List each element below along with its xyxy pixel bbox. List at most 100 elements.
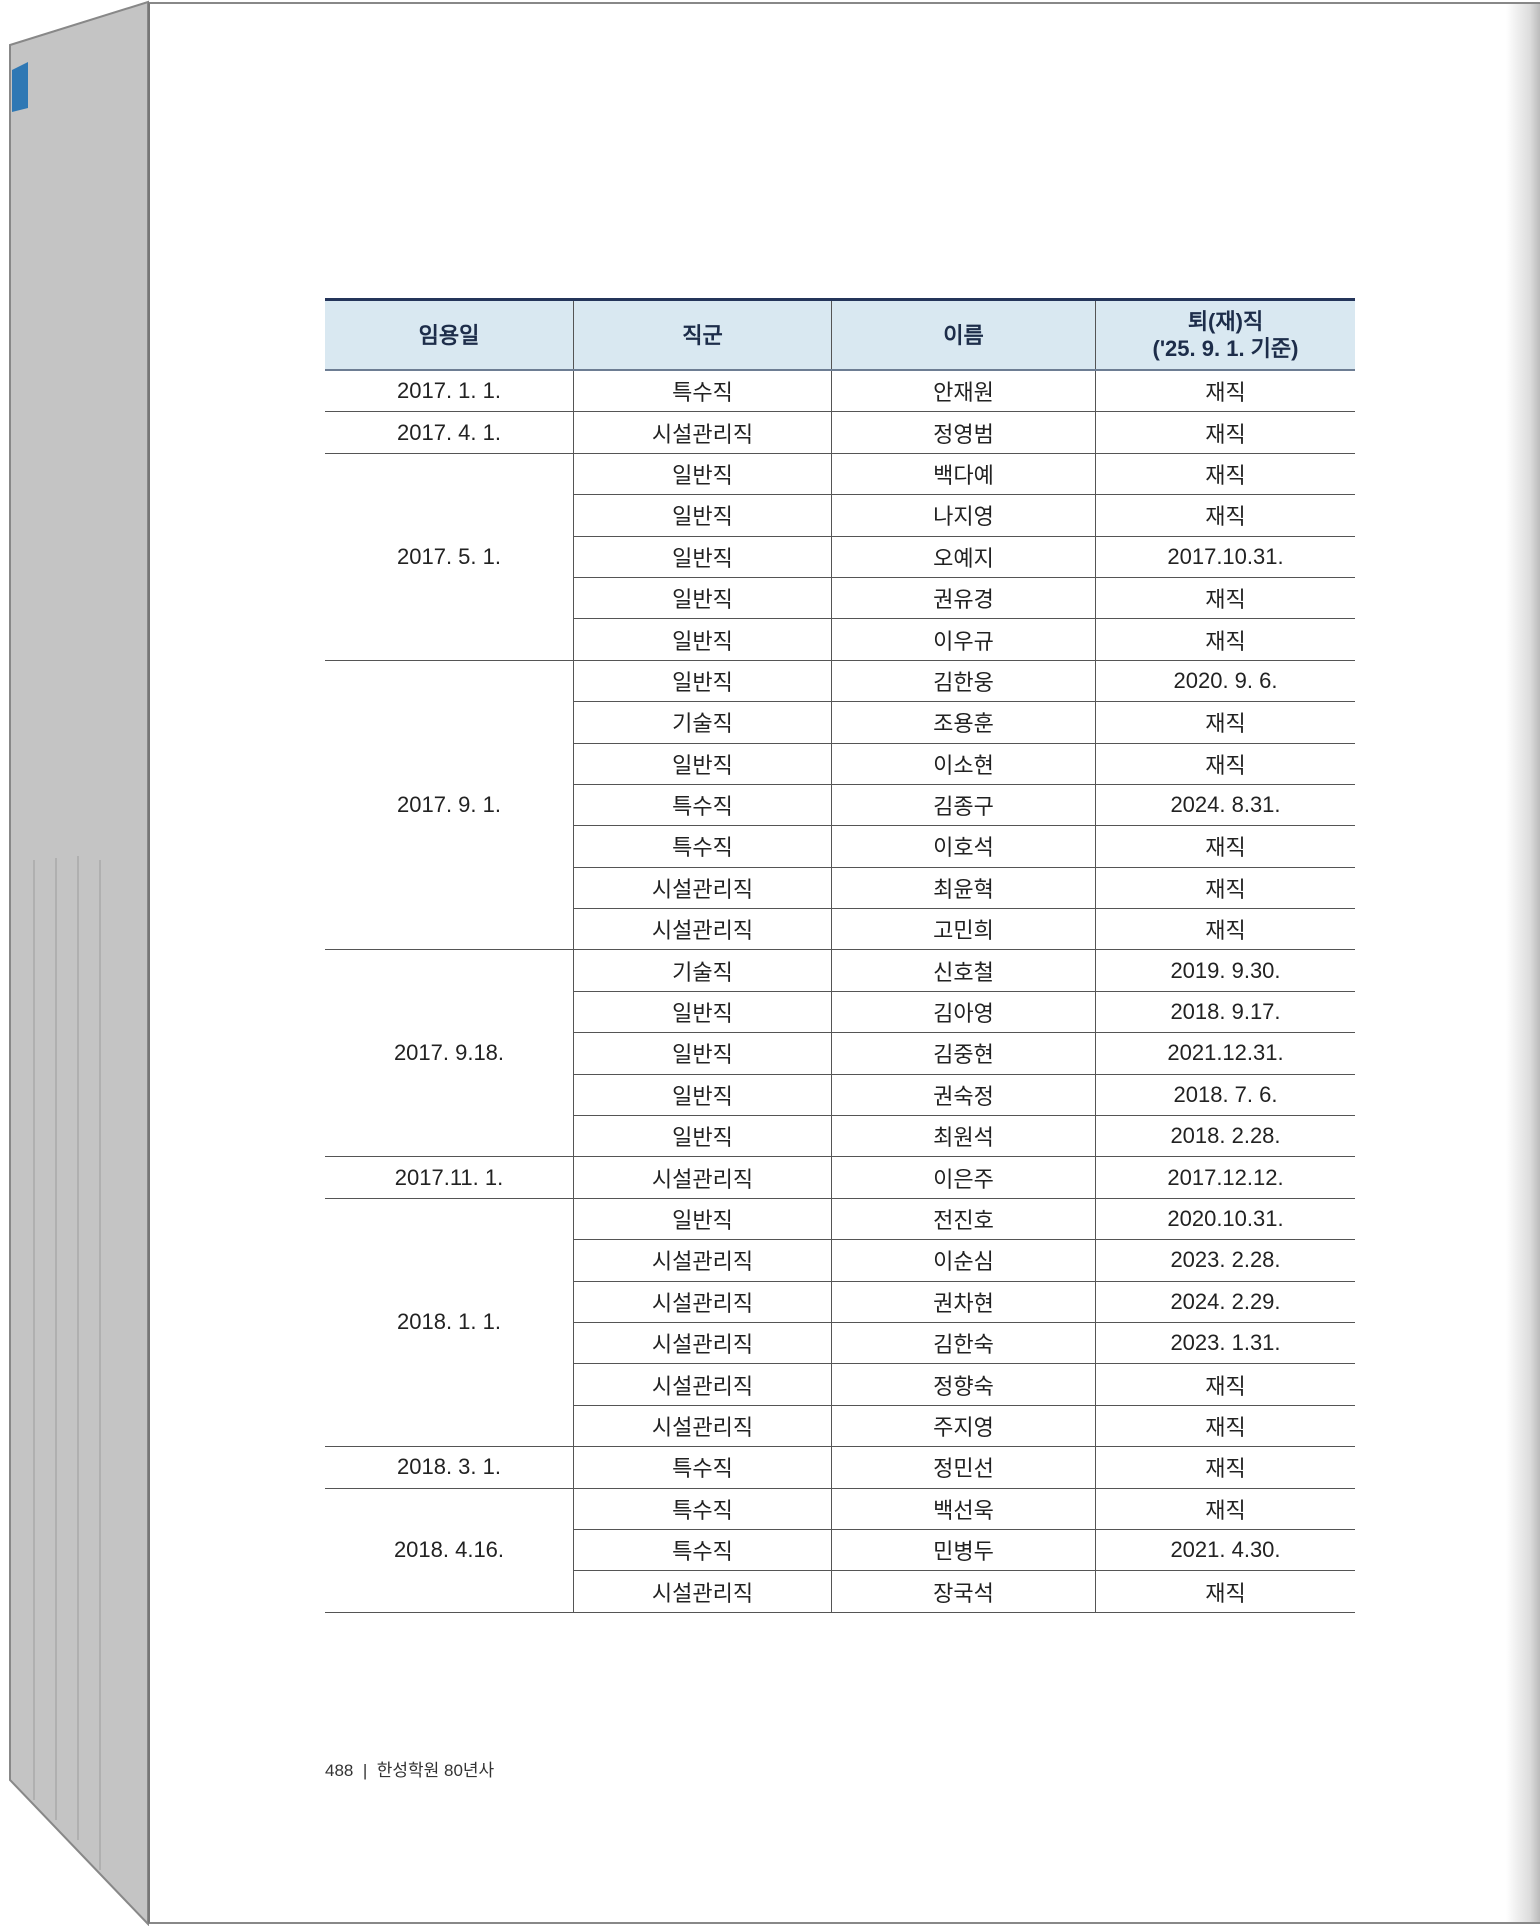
name-cell: 권차현	[831, 1281, 1096, 1323]
name-cell: 민병두	[831, 1529, 1096, 1572]
job-group-cell: 특수직	[573, 370, 832, 413]
status-cell: 재직	[1095, 825, 1355, 868]
status-cell: 재직	[1095, 577, 1355, 620]
name-cell: 이순심	[831, 1239, 1096, 1282]
job-group-cell: 일반직	[573, 743, 832, 785]
job-group-cell: 시설관리직	[573, 867, 832, 910]
table-row: 시설관리직 김한숙 2023. 1.31.	[325, 1322, 1355, 1365]
job-group-cell: 일반직	[573, 618, 832, 661]
table-header-row: 임용일 직군 이름 퇴(재)직 ('25. 9. 1. 기준)	[325, 298, 1355, 371]
table-row: 시설관리직 이순심 2023. 2.28.	[325, 1239, 1355, 1282]
status-cell: 재직	[1095, 494, 1355, 537]
job-group-cell: 특수직	[573, 784, 832, 827]
job-group-cell: 일반직	[573, 494, 832, 537]
appointment-date-cell: 2017. 5. 1.	[325, 453, 574, 661]
table-row: 특수직 김종구 2024. 8.31.	[325, 784, 1355, 827]
header-status-line2: ('25. 9. 1. 기준)	[1152, 336, 1299, 361]
table-row: 시설관리직 정향숙 재직	[325, 1363, 1355, 1406]
table-row: 일반직 권유경 재직	[325, 577, 1355, 620]
name-cell: 정영범	[831, 411, 1096, 454]
book-title: 한성학원 80년사	[376, 1761, 495, 1780]
job-group-cell: 기술직	[573, 949, 832, 992]
status-cell: 재직	[1095, 453, 1355, 496]
status-cell: 2024. 2.29.	[1095, 1281, 1355, 1323]
table-row: 시설관리직 권차현 2024. 2.29.	[325, 1281, 1355, 1323]
table-row: 특수직 민병두 2021. 4.30.	[325, 1529, 1355, 1572]
table-row: 특수직 이호석 재직	[325, 825, 1355, 868]
status-cell: 재직	[1095, 411, 1355, 454]
table-row: 일반직 김중현 2021.12.31.	[325, 1032, 1355, 1075]
job-group-cell: 일반직	[573, 536, 832, 578]
table-row: 2017. 4. 1. 시설관리직 정영범 재직	[325, 411, 1355, 454]
status-cell: 재직	[1095, 1446, 1355, 1489]
status-cell: 2023. 1.31.	[1095, 1322, 1355, 1365]
table-row: 2017.11. 1. 시설관리직 이은주 2017.12.12.	[325, 1156, 1355, 1199]
job-group-cell: 일반직	[573, 453, 832, 496]
table-row: 일반직 권숙정 2018. 7. 6.	[325, 1074, 1355, 1117]
table-row: 일반직 나지영 재직	[325, 494, 1355, 537]
appointment-date-cell: 2017.11. 1.	[325, 1156, 574, 1199]
status-cell: 재직	[1095, 1405, 1355, 1448]
name-cell: 나지영	[831, 494, 1096, 537]
status-cell: 재직	[1095, 370, 1355, 413]
name-cell: 이소현	[831, 743, 1096, 785]
table-row: 일반직 이우규 재직	[325, 618, 1355, 661]
header-appointment-date: 임용일	[325, 298, 574, 371]
name-cell: 김한숙	[831, 1322, 1096, 1365]
job-group-cell: 시설관리직	[573, 1405, 832, 1448]
status-cell: 2018. 9.17.	[1095, 991, 1355, 1034]
job-group-cell: 시설관리직	[573, 908, 832, 951]
status-cell: 2024. 8.31.	[1095, 784, 1355, 827]
appointment-date-cell: 2018. 3. 1.	[325, 1446, 574, 1489]
name-cell: 김종구	[831, 784, 1096, 827]
job-group-cell: 시설관리직	[573, 1363, 832, 1406]
table-row: 일반직 오예지 2017.10.31.	[325, 536, 1355, 578]
job-group-cell: 시설관리직	[573, 1570, 832, 1613]
name-cell: 권숙정	[831, 1074, 1096, 1117]
table-row: 2017. 5. 1. 일반직 백다예 재직	[325, 453, 1355, 661]
status-cell: 2021.12.31.	[1095, 1032, 1355, 1075]
name-cell: 김한웅	[831, 660, 1096, 703]
appointment-date-cell: 2018. 4.16.	[325, 1488, 574, 1613]
status-cell: 재직	[1095, 743, 1355, 785]
table-row: 시설관리직 최윤혁 재직	[325, 867, 1355, 910]
job-group-cell: 일반직	[573, 1198, 832, 1241]
table-row: 시설관리직 주지영 재직	[325, 1405, 1355, 1448]
appointment-date-cell: 2017. 1. 1.	[325, 370, 574, 413]
name-cell: 최원석	[831, 1115, 1096, 1158]
name-cell: 이은주	[831, 1156, 1096, 1199]
header-status: 퇴(재)직 ('25. 9. 1. 기준)	[1095, 298, 1355, 371]
name-cell: 정민선	[831, 1446, 1096, 1489]
status-cell: 재직	[1095, 618, 1355, 661]
name-cell: 최윤혁	[831, 867, 1096, 910]
job-group-cell: 특수직	[573, 1529, 832, 1572]
name-cell: 오예지	[831, 536, 1096, 578]
appointment-date-cell: 2017. 4. 1.	[325, 411, 574, 454]
job-group-cell: 일반직	[573, 1032, 832, 1075]
status-cell: 2019. 9.30.	[1095, 949, 1355, 992]
status-cell: 2018. 2.28.	[1095, 1115, 1355, 1158]
status-cell: 2020. 9. 6.	[1095, 660, 1355, 703]
name-cell: 고민희	[831, 908, 1096, 951]
table-row: 2017. 9. 1. 일반직 김한웅 2020. 9. 6.	[325, 660, 1355, 951]
status-cell: 2020.10.31.	[1095, 1198, 1355, 1241]
name-cell: 전진호	[831, 1198, 1096, 1241]
page-footer: 488 | 한성학원 80년사	[325, 1756, 494, 1781]
name-cell: 백선욱	[831, 1488, 1096, 1530]
name-cell: 정향숙	[831, 1363, 1096, 1406]
staff-table: 임용일 직군 이름 퇴(재)직 ('25. 9. 1. 기준) 2017. 1. …	[325, 298, 1355, 1613]
footer-separator: |	[362, 1761, 368, 1780]
status-cell: 재직	[1095, 1570, 1355, 1613]
status-cell: 재직	[1095, 908, 1355, 951]
status-cell: 2017.12.12.	[1095, 1156, 1355, 1199]
status-cell: 재직	[1095, 867, 1355, 910]
name-cell: 백다예	[831, 453, 1096, 496]
name-cell: 신호철	[831, 949, 1096, 992]
job-group-cell: 시설관리직	[573, 1281, 832, 1323]
status-cell: 2017.10.31.	[1095, 536, 1355, 578]
status-cell: 재직	[1095, 1363, 1355, 1406]
page-number: 488	[325, 1761, 354, 1780]
job-group-cell: 특수직	[573, 1488, 832, 1530]
name-cell: 장국석	[831, 1570, 1096, 1613]
job-group-cell: 시설관리직	[573, 1156, 832, 1199]
